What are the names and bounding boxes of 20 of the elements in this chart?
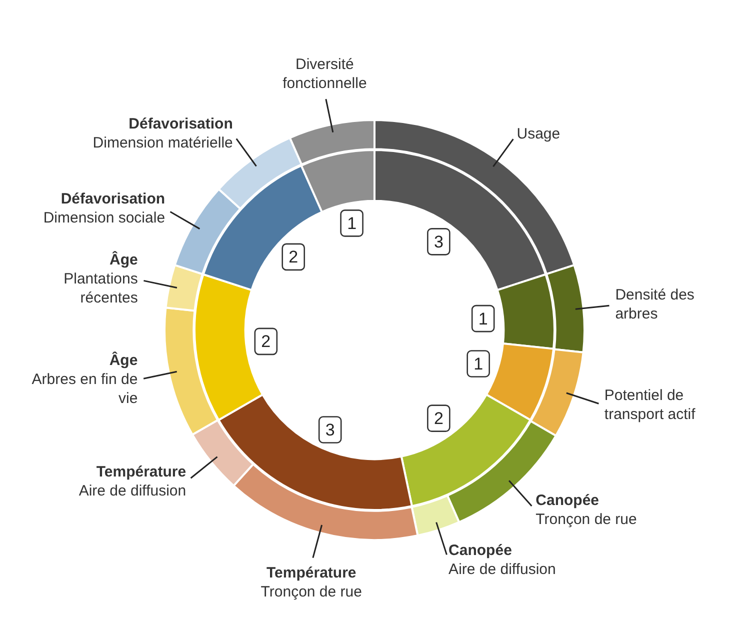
slice-label: Densité des arbres <box>615 286 694 323</box>
data-label: 2 <box>288 248 298 267</box>
slice-label: Âge Arbres en fin de vie <box>32 350 138 407</box>
data-label: 2 <box>434 409 444 428</box>
slice-label: Défavorisation Dimension matérielle <box>92 115 233 152</box>
data-label: 1 <box>474 354 484 374</box>
slice-label: Potentiel de transport actif <box>604 387 696 424</box>
data-label: 3 <box>325 420 335 440</box>
data-label: 1 <box>347 214 357 233</box>
data-label: 2 <box>261 332 271 352</box>
data-label: 3 <box>434 232 444 252</box>
slice-label: Âge Plantations récentes <box>64 250 138 307</box>
slice-label: Canopée Aire de diffusion <box>448 542 556 578</box>
slice-label: Usage <box>516 125 560 142</box>
slice-label: Diversité fonctionnelle <box>282 56 367 92</box>
slice-label: Défavorisation Dimension sociale <box>43 190 166 226</box>
data-label: 1 <box>478 309 488 328</box>
slice-label: Canopée Tronçon de rue <box>536 492 637 528</box>
slice-label: Température Aire de diffusion <box>78 464 186 500</box>
slice-label: Température Tronçon de rue <box>260 564 362 600</box>
